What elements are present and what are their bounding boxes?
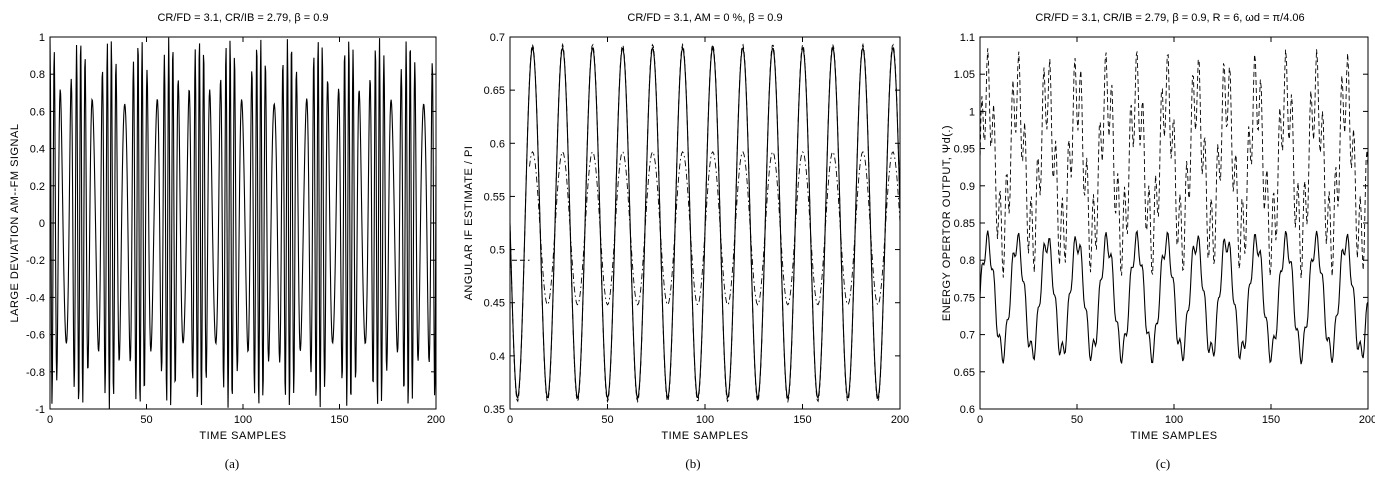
panel-c-y-tick-label: 0.7 — [960, 330, 975, 342]
panel-a-x-tick-label: 50 — [140, 414, 152, 426]
panel-a-y-tick-label: -0.8 — [26, 367, 45, 379]
panel-a-y-tick-label: 0.2 — [30, 181, 45, 193]
panel-b-y-tick-label: 0.65 — [484, 85, 505, 97]
panel-c-y-tick-label: 0.8 — [960, 255, 975, 267]
panel-a-x-tick-label: 150 — [330, 414, 348, 426]
panel-b-y-tick-label: 0.7 — [490, 32, 505, 44]
panel-c-y-tick-label: 1.05 — [954, 69, 975, 81]
panel-c-series-solid-line — [980, 229, 1368, 365]
panel-c-y-axis-label: ENERGY OPERTOR OUTPUT, Ψd(.) — [941, 125, 953, 321]
panel-a-x-tick-label: 100 — [234, 414, 252, 426]
panel-b-title: CR/FD = 3.1, AM = 0 %, β = 0.9 — [627, 12, 782, 24]
panel-a-y-tick-label: 0.6 — [30, 106, 45, 118]
panel-b-y-tick-label: 0.55 — [484, 191, 505, 203]
panel-c-y-ticks: 0.6 0.65 0.7 0.75 0.8 0.85 0.9 0.95 1 1.05 1.1 — [954, 32, 1368, 416]
panel-c-series-dashed-line — [980, 48, 1368, 279]
panel-a-caption: (a) — [225, 456, 239, 471]
panel-c-x-tick-label: 100 — [1165, 414, 1183, 426]
panel-b-caption: (b) — [685, 456, 700, 471]
panel-a-y-tick-label: -0.6 — [26, 330, 45, 342]
panel-c-y-tick-label: 0.85 — [954, 218, 975, 230]
panel-c-title: CR/FD = 3.1, CR/IB = 2.79, β = 0.9, R = … — [1035, 12, 1304, 24]
panel-b: CR/FD = 3.1, AM = 0 %, β = 0.9 0.350.40.… — [463, 12, 909, 471]
panel-a-y-tick-label: -0.2 — [26, 255, 45, 267]
panel-b-y-axis-label: ANGULAR IF ESTIMATE / PI — [463, 146, 475, 301]
panel-b-x-axis-label: TIME SAMPLES — [661, 430, 748, 442]
panel-c-y-tick-label: 1.1 — [960, 32, 975, 44]
panel-c-y-tick-label: 0.6 — [960, 404, 975, 416]
panel-b-y-tick-label: 0.5 — [490, 245, 505, 257]
panel-b-y-tick-label: 0.6 — [490, 138, 505, 150]
panel-a-x-axis-label: TIME SAMPLES — [199, 430, 286, 442]
panel-a-x-tick-label: 0 — [47, 414, 53, 426]
panel-a-series-solid-line — [50, 37, 436, 409]
panel-c-y-tick-label: 0.65 — [954, 367, 975, 379]
panel-b-series-dashed-line — [510, 42, 900, 404]
panel-b-x-ticks: 0 50 100 150 200 — [507, 37, 909, 426]
panel-c-x-tick-label: 150 — [1262, 414, 1280, 426]
panel-b-x-tick-label: 150 — [793, 414, 811, 426]
panel-a-series — [50, 37, 436, 409]
panel-c: CR/FD = 3.1, CR/IB = 2.79, β = 0.9, R = … — [941, 12, 1375, 471]
panel-c-y-tick-label: 0.9 — [960, 181, 975, 193]
panel-a-title: CR/FD = 3.1, CR/IB = 2.79, β = 0.9 — [157, 12, 328, 24]
panel-c-x-tick-label: 200 — [1359, 414, 1375, 426]
panel-c-x-ticks: 0 50 100 150 200 — [977, 37, 1375, 426]
panel-a: CR/FD = 3.1, CR/IB = 2.79, β = 0.9 -1 -0.… — [9, 12, 445, 471]
panel-a-y-tick-label: -1 — [35, 404, 45, 416]
panel-a-x-tick-label: 200 — [427, 414, 445, 426]
panel-c-y-tick-label: 0.75 — [954, 292, 975, 304]
panel-c-y-tick-label: 0.95 — [954, 144, 975, 156]
panel-b-x-tick-label: 50 — [601, 414, 613, 426]
panel-a-y-tick-label: 1 — [39, 32, 45, 44]
panel-a-y-tick-label: 0.4 — [30, 144, 45, 156]
panel-b-x-tick-label: 0 — [507, 414, 513, 426]
panel-a-y-tick-label: 0.8 — [30, 69, 45, 81]
panel-b-y-ticks: 0.35 0.4 0.45 0.5 0.55 0.6 0.65 0.7 — [484, 32, 900, 416]
panel-b-series-dashdot-line — [529, 150, 900, 306]
panel-b-x-tick-label: 200 — [891, 414, 909, 426]
panel-c-x-tick-label: 0 — [977, 414, 983, 426]
panel-b-y-tick-label: 0.35 — [484, 404, 505, 416]
panel-a-y-axis-label: LARGE DEVIATION AM--FM SIGNAL — [9, 124, 21, 323]
panel-c-caption: (c) — [1156, 456, 1170, 471]
panel-b-y-tick-label: 0.4 — [490, 351, 505, 363]
panel-b-x-tick-label: 100 — [696, 414, 714, 426]
panel-c-x-axis-label: TIME SAMPLES — [1130, 430, 1217, 442]
panel-c-y-tick-label: 1 — [969, 106, 975, 118]
panel-a-y-tick-label: -0.4 — [26, 292, 45, 304]
panel-b-series — [510, 42, 900, 404]
panel-c-axes-frame — [979, 36, 1369, 410]
panel-b-y-tick-label: 0.45 — [484, 298, 505, 310]
panel-a-y-tick-label: 0 — [39, 218, 45, 230]
panel-c-series — [980, 48, 1368, 365]
panel-c-x-tick-label: 50 — [1071, 414, 1083, 426]
